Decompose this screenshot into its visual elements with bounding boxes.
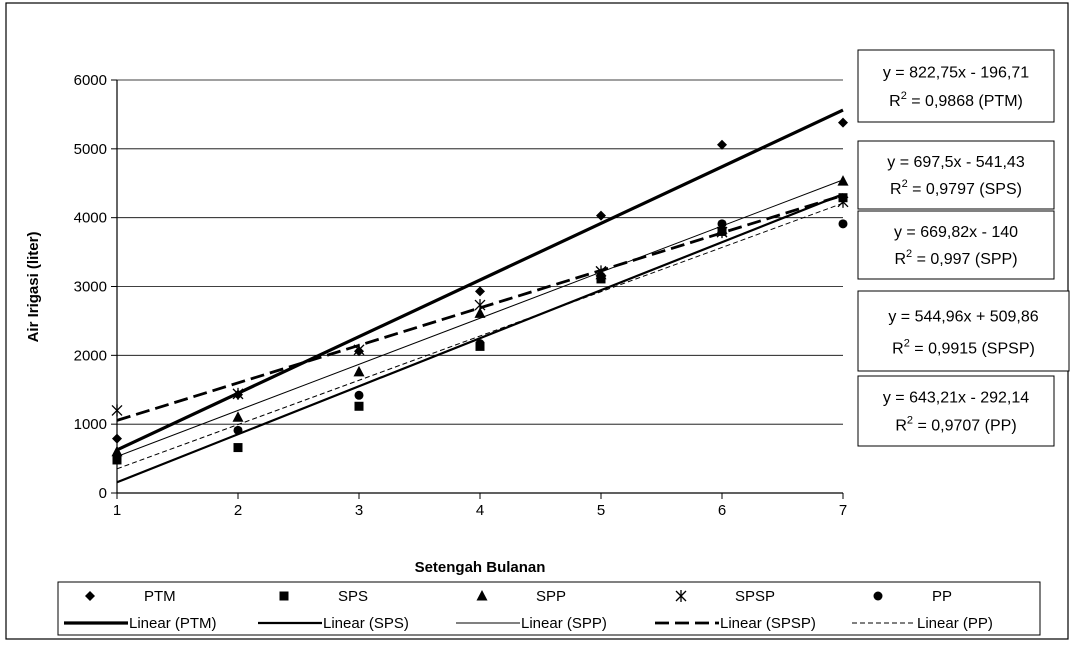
equation-box-border [857, 375, 1055, 447]
legend: PTM SPS SPP SPSP PP Linear (PTM) Linear (SPS) L… [57, 581, 1041, 636]
equation-box-border [857, 49, 1055, 123]
x-tick-label: 7 [839, 502, 847, 519]
r2-prefix: R [890, 181, 902, 198]
trendline-linearpp [116, 202, 844, 470]
legend-marker-ptm [85, 591, 95, 601]
equation-line: y = 697,5x - 541,43 [887, 154, 1025, 171]
equation-line: y = 643,21x - 292,14 [883, 390, 1029, 407]
r2-prefix: R [894, 251, 906, 268]
legend-marker-sps [279, 591, 289, 601]
r-squared-line: R2 = 0,9707 (PP) [895, 415, 1016, 435]
x-axis-title: Setengah Bulanan [415, 559, 546, 576]
equation-line: y = 544,96x + 509,86 [888, 308, 1038, 325]
legend-trend-label: Linear (PP) [917, 615, 993, 632]
legend-trend-label: Linear (SPSP) [720, 615, 816, 632]
y-axis-title: Air Irigasi (liter) [25, 232, 42, 343]
legend-trend-label: Linear (SPP) [521, 615, 607, 632]
y-tick-label: 2000 [74, 347, 107, 364]
r2-superscript: 2 [907, 415, 913, 427]
y-tick-label: 6000 [74, 72, 107, 89]
legend-label-sps: SPS [338, 588, 368, 605]
x-tick-label: 6 [718, 502, 726, 519]
equation-box: y = 669,82x - 140 R2 = 0,997 (SPP) [857, 210, 1055, 280]
axes: 0 1000 2000 3000 4000 5000 6000 1 2 3 4 5 6 7 [74, 72, 848, 519]
point-ptm [596, 210, 606, 221]
legend-trend-label: Linear (PTM) [129, 615, 217, 632]
x-tick-label: 4 [476, 502, 484, 519]
point-ptm [475, 286, 485, 297]
r2-superscript: 2 [901, 90, 907, 102]
x-tick-label: 5 [597, 502, 605, 519]
point-sps [233, 443, 243, 453]
point-spsp [232, 387, 244, 400]
point-pp [354, 390, 364, 400]
legend-label-spp: SPP [536, 588, 566, 605]
r2-value: = 0,9707 (PP) [913, 418, 1017, 435]
point-spp [353, 365, 365, 377]
legend-trend-label: Linear (SPS) [323, 615, 409, 632]
legend-marker-pp [873, 591, 883, 601]
equation-box: y = 643,21x - 292,14 R2 = 0,9707 (PP) [857, 375, 1055, 447]
point-pp [475, 339, 485, 349]
r2-prefix: R [895, 418, 907, 435]
equation-line: y = 669,82x - 140 [894, 224, 1018, 241]
equation-box: y = 822,75x - 196,71 R2 = 0,9868 (PTM) [857, 49, 1055, 123]
r2-value: = 0,9915 (SPSP) [910, 340, 1035, 357]
point-ptm [112, 433, 122, 444]
equation-line: y = 822,75x - 196,71 [883, 64, 1029, 81]
legend-box [57, 581, 1041, 636]
r2-prefix: R [892, 340, 904, 357]
legend-label-pp: PP [932, 588, 952, 605]
equation-box-border [857, 290, 1070, 372]
point-spsp [837, 195, 849, 208]
point-spsp [111, 404, 123, 417]
x-tick-label: 3 [355, 502, 363, 519]
point-ptm [717, 139, 727, 150]
point-sps [354, 401, 364, 411]
point-pp [112, 452, 122, 462]
r-squared-line: R2 = 0,997 (SPP) [894, 248, 1017, 268]
y-tick-label: 0 [99, 485, 107, 502]
r-squared-line: R2 = 0,9797 (SPS) [890, 178, 1022, 198]
point-pp [233, 425, 243, 435]
equation-box: y = 544,96x + 509,86 R2 = 0,9915 (SPSP) [857, 290, 1070, 372]
r-squared-line: R2 = 0,9915 (SPSP) [892, 337, 1035, 357]
point-spp [837, 175, 849, 186]
y-tick-label: 1000 [74, 416, 107, 433]
equation-box: y = 697,5x - 541,43 R2 = 0,9797 (SPS) [857, 140, 1055, 210]
legend-marker-spp [476, 590, 488, 601]
r2-value: = 0,997 (SPP) [912, 251, 1017, 268]
r2-value: = 0,9868 (PTM) [907, 93, 1023, 110]
equation-box-border [857, 140, 1055, 210]
y-tick-label: 4000 [74, 210, 107, 227]
point-spp [474, 307, 486, 318]
r-squared-line: R2 = 0,9868 (PTM) [889, 90, 1023, 110]
point-ptm [838, 117, 848, 128]
r2-superscript: 2 [902, 178, 908, 190]
data-markers [111, 117, 849, 465]
r2-prefix: R [889, 93, 901, 110]
point-spsp [353, 343, 365, 356]
x-tick-label: 2 [234, 502, 242, 519]
r2-superscript: 2 [904, 337, 910, 349]
legend-marker-spsp [675, 590, 687, 602]
point-spp [232, 411, 244, 422]
x-tick-label: 1 [113, 502, 121, 519]
legend-label-ptm: PTM [144, 588, 176, 605]
y-tick-label: 3000 [74, 279, 107, 296]
r2-value: = 0,9797 (SPS) [908, 181, 1022, 198]
point-pp [717, 219, 727, 229]
point-pp [596, 271, 606, 281]
r2-superscript: 2 [906, 248, 912, 260]
point-pp [838, 219, 848, 229]
y-tick-label: 5000 [74, 141, 107, 158]
equation-box-border [857, 210, 1055, 280]
legend-label-spsp: SPSP [735, 588, 775, 605]
point-spsp [474, 299, 486, 312]
